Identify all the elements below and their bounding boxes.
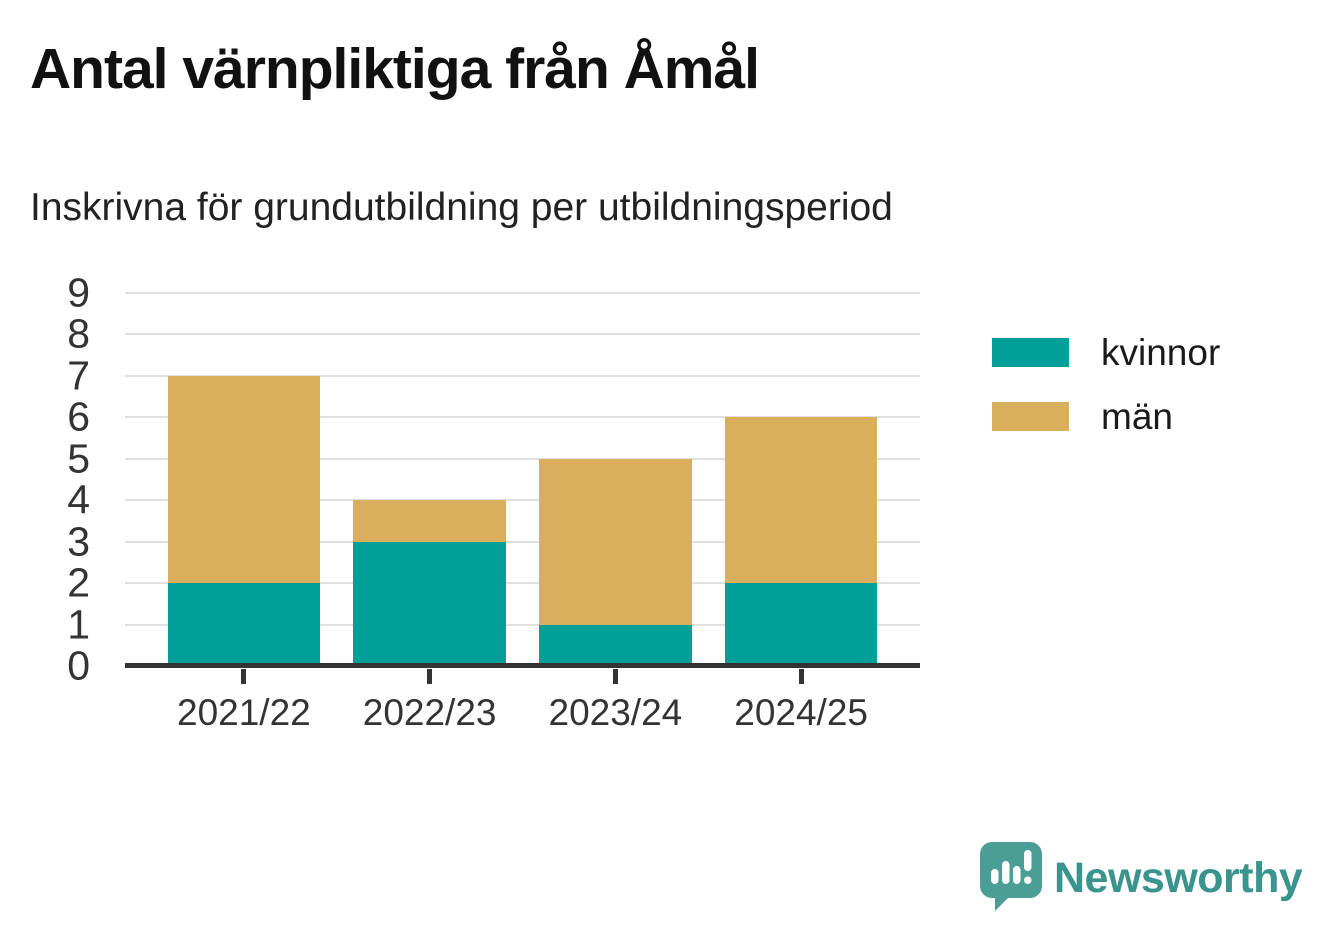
legend: kvinnor män [992, 334, 1220, 435]
y-tick-label: 8 [67, 310, 90, 357]
y-tick-label: 6 [67, 393, 90, 440]
y-tick-label: 4 [67, 476, 90, 523]
y-tick-label: 9 [67, 269, 90, 316]
x-tick [427, 669, 433, 684]
x-tick [798, 669, 804, 684]
y-tick-label: 3 [67, 518, 90, 565]
bar-row [151, 293, 894, 666]
legend-swatch [992, 402, 1069, 431]
branding-name: Newsworthy [1054, 854, 1303, 902]
gridline [125, 540, 920, 543]
x-tick-label: 2023/24 [548, 692, 683, 733]
bar-segment-män [167, 375, 321, 584]
x-tick-cell [151, 669, 337, 684]
y-tick-label: 2 [67, 559, 90, 606]
gridline [125, 457, 920, 460]
bar-2021/22 [167, 293, 321, 666]
legend-item-kvinnor: kvinnor [992, 334, 1220, 371]
y-tick-label: 1 [67, 601, 90, 648]
x-tick-label: 2024/25 [734, 692, 868, 733]
bar-slot [337, 293, 523, 666]
gridline [125, 374, 920, 377]
x-tick-cell [708, 669, 894, 684]
gridline [125, 623, 920, 626]
x-tick-row [151, 669, 894, 684]
bar-segment-kvinnor [539, 624, 692, 666]
legend-swatch [992, 338, 1069, 367]
gridline [125, 292, 920, 294]
y-tick-label: 0 [67, 642, 90, 689]
y-tick-label: 7 [67, 352, 90, 399]
x-tick [612, 669, 618, 684]
bar-2023/24 [539, 293, 692, 666]
chart-title: Antal värnpliktiga från Åmål [30, 37, 760, 101]
branding: Newsworthy [978, 840, 1303, 917]
plot-area [125, 292, 920, 668]
bar-segment-män [724, 417, 878, 584]
x-axis-line [125, 663, 920, 668]
gridline [125, 333, 920, 336]
bar-segment-män [539, 458, 692, 625]
newsworthy-logo-icon [978, 840, 1044, 917]
gridline [125, 582, 920, 585]
y-tick-label: 5 [67, 435, 90, 482]
legend-label: kvinnor [1101, 332, 1221, 373]
x-axis-labels: 2021/22 2022/23 2023/24 2024/25 [151, 692, 894, 734]
x-tick-label: 2022/23 [362, 692, 497, 733]
x-tick-label: 2021/22 [177, 692, 311, 733]
bar-slot [151, 293, 337, 666]
x-tick-cell [523, 669, 709, 684]
chart-subtitle: Inskrivna för grundutbildning per utbild… [30, 186, 893, 229]
gridline [125, 499, 920, 502]
legend-item-män: män [992, 398, 1220, 435]
bar-slot [523, 293, 709, 666]
bar-segment-män [353, 500, 506, 542]
bar-segment-kvinnor [353, 541, 506, 666]
legend-label: män [1101, 396, 1173, 437]
bar-2022/23 [353, 293, 506, 666]
bar-segment-kvinnor [724, 583, 878, 666]
x-tick-cell [337, 669, 523, 684]
bar-2024/25 [724, 293, 878, 666]
bar-slot [708, 293, 894, 666]
x-tick [241, 669, 247, 684]
gridline [125, 416, 920, 419]
bar-segment-kvinnor [167, 583, 321, 666]
